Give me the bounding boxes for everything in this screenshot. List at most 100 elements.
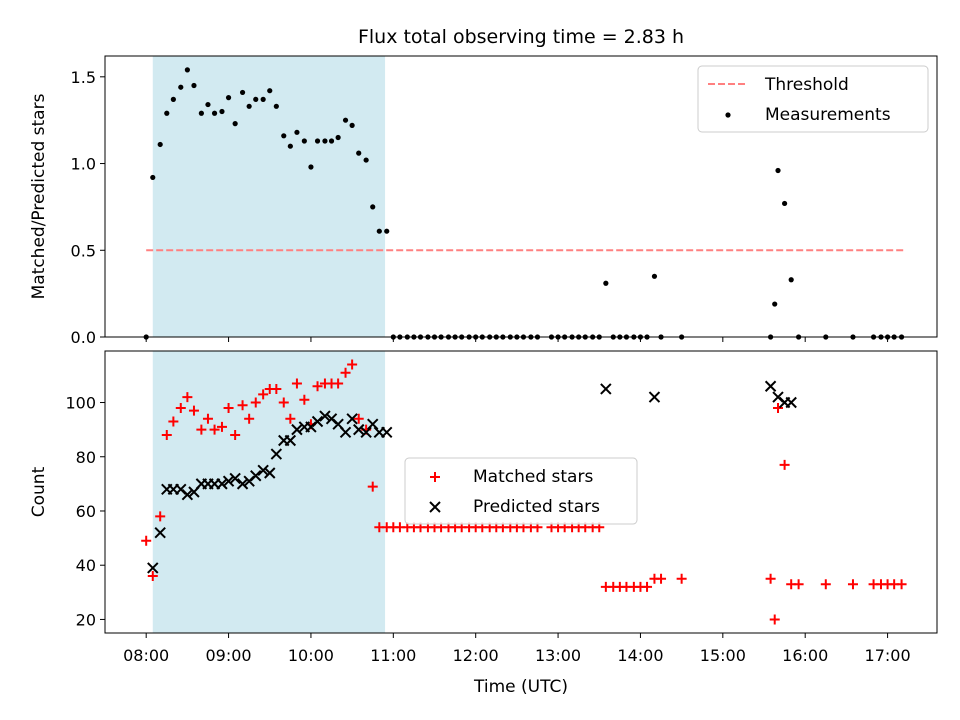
predicted-star-point [381, 426, 393, 439]
measurement-point [314, 138, 321, 144]
matched-star-point [291, 378, 302, 389]
predicted-star-point [264, 467, 276, 479]
measurement-point [384, 228, 390, 234]
legend-threshold-label: Threshold [764, 75, 849, 95]
x-ticks-top [145, 337, 889, 342]
measurement-point [191, 82, 197, 89]
measurement-point [273, 103, 279, 109]
legend-measurements-swatch [725, 112, 731, 118]
x-tick-label: 13:00 [535, 646, 581, 665]
x-tick-label: 14:00 [617, 646, 663, 665]
count-panel: 20 40 60 80 100 08:00 09:00 10:00 11:00 12:00 13:… [29, 350, 938, 665]
matched-star-point [244, 413, 255, 424]
y-tick-label: 0.0 [71, 328, 96, 347]
matched-star-point [769, 614, 780, 625]
x-tick-label: 09:00 [206, 646, 252, 665]
y-tick-label: 1.5 [71, 68, 96, 87]
measurement-point [775, 167, 781, 174]
legend-box-bottom [404, 457, 638, 525]
matched-star-point [779, 459, 790, 470]
predicted-star-point [257, 464, 269, 477]
matched-star-point [188, 405, 199, 416]
x-tick-label: 15:00 [700, 646, 746, 665]
matched-star-point [155, 511, 166, 522]
predicted-star-point [222, 475, 235, 487]
predicted-star-point [250, 470, 262, 482]
matched-star-point [347, 359, 358, 370]
matched-star-point [209, 424, 220, 435]
predicted-star-point [600, 383, 612, 395]
matched-star-point [237, 400, 248, 411]
predicted-star-point [339, 426, 352, 439]
predicted-star-point [291, 423, 303, 436]
y-tick-label: 20 [76, 610, 96, 629]
ratio-panel: 0.0 0.5 1.0 1.5 Matched/Predicted stars Thr… [29, 55, 938, 347]
predicted-star-point [353, 423, 365, 436]
y-tick-label: 60 [76, 502, 96, 521]
matched-star-point [847, 579, 858, 590]
predicted-star-point [284, 434, 297, 447]
axes-frame-top [104, 55, 938, 338]
matched-star-point [147, 571, 158, 582]
measurement-point [308, 164, 314, 170]
measurement-point [267, 88, 273, 94]
predicted-star-point [270, 448, 283, 460]
measurement-point [260, 96, 266, 102]
measurement-point [335, 134, 341, 141]
y-tick-label: 100 [65, 394, 96, 413]
matched-star-point [312, 381, 323, 392]
measurement-point [349, 122, 355, 128]
measurement-point [211, 110, 218, 116]
x-tick-label: 12:00 [453, 646, 499, 665]
measurement-point [178, 84, 184, 90]
legend-predicted-swatch [429, 501, 441, 513]
predicted-star-point [367, 418, 379, 430]
matched-star-point [202, 413, 213, 424]
matched-star-point [182, 392, 193, 403]
matched-star-point [258, 389, 269, 400]
measurement-point [225, 95, 232, 101]
measurement-point [239, 89, 246, 96]
predicted-star-point [360, 426, 372, 439]
measurement-point [205, 101, 211, 108]
x-axis-label: Time (UTC) [473, 677, 568, 697]
predicted-star-point [181, 489, 194, 501]
predicted-star-point [764, 380, 777, 392]
measurement-point [184, 67, 190, 73]
y-axis-label-top: Matched/Predicted stars [29, 93, 49, 299]
matched-star-point [285, 413, 296, 424]
legend-matched-swatch [430, 472, 440, 482]
measurement-point [164, 110, 170, 116]
legend-measurements-label: Measurements [765, 105, 891, 125]
matched-star-point [367, 481, 378, 492]
measurement-point [198, 110, 204, 116]
x-tick-label: 16:00 [782, 646, 828, 665]
matched-star-point [161, 430, 172, 441]
measurement-point [157, 141, 163, 148]
observing-interval-shade-top [152, 56, 386, 337]
measurement-point [150, 174, 156, 181]
matched-star-point [333, 378, 344, 389]
matched-star-point [223, 402, 234, 413]
matched-star-point [340, 367, 351, 378]
measurement-point [376, 228, 382, 234]
measurement-point [232, 121, 238, 127]
legend-bottom: Matched stars Predicted stars [404, 457, 638, 525]
measurement-point [287, 143, 293, 149]
measurement-point [322, 138, 328, 144]
predicted-star-point [648, 391, 661, 403]
ratio-marks [143, 67, 905, 340]
x-tick-label: 10:00 [288, 646, 334, 665]
x-tick-label: 11:00 [370, 646, 416, 665]
matched-star-point [168, 416, 179, 427]
measurement-point [219, 108, 225, 115]
measurement-point [363, 157, 369, 163]
measurement-point [651, 273, 658, 279]
y-tick-label: 1.0 [71, 155, 96, 174]
measurement-point [603, 280, 609, 286]
y-tick-label: 80 [76, 448, 96, 467]
matched-star-point [773, 402, 784, 413]
measurement-point [342, 117, 349, 123]
measurement-point [281, 133, 287, 139]
